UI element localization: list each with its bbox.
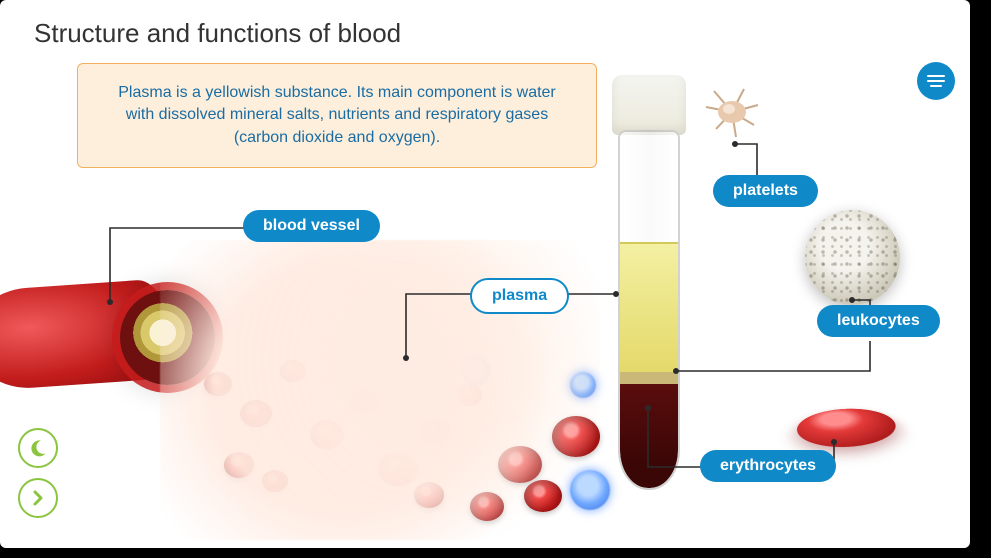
theme-toggle-button[interactable] [18,428,58,468]
leukocyte-cell-illustration [805,210,900,305]
label-plasma[interactable]: plasma [470,278,569,314]
label-leukocytes[interactable]: leukocytes [817,305,940,337]
test-tube-illustration [618,75,680,495]
label-blood-vessel[interactable]: blood vessel [243,210,380,242]
page-title: Structure and functions of blood [34,18,401,49]
plasma-info-box: Plasma is a yellowish substance. Its mai… [77,63,597,168]
label-erythrocytes[interactable]: erythrocytes [700,450,836,482]
diagram-stage: Structure and functions of blood Plasma … [0,0,970,548]
menu-button[interactable] [917,62,955,100]
platelet-cell-illustration [702,85,762,140]
next-button[interactable] [18,478,58,518]
label-platelets[interactable]: platelets [713,175,818,207]
